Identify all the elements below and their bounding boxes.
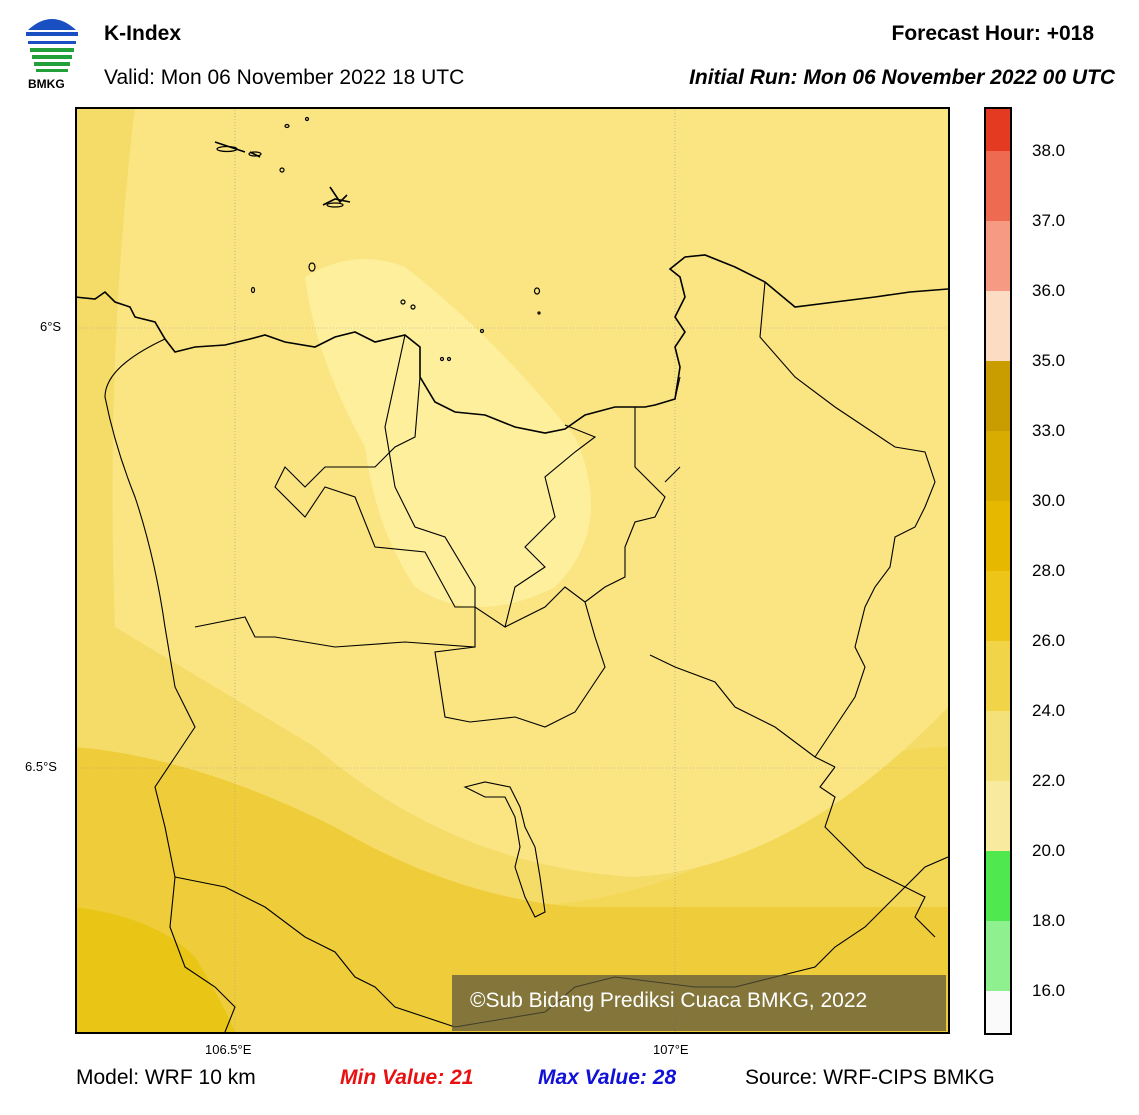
cb-swatch-9 [986, 641, 1010, 711]
max-value: Max Value: 28 [538, 1066, 677, 1089]
lat-label-65s: 6.5°S [25, 759, 57, 774]
cb-swatch-4 [986, 291, 1010, 361]
cb-label-22: 22.0 [1032, 771, 1066, 790]
cb-label-33: 33.0 [1032, 421, 1066, 440]
cb-swatch-1 [986, 109, 1010, 151]
cb-label-35: 35.0 [1032, 351, 1066, 370]
credit-box: ©Sub Bidang Prediksi Cuaca BMKG, 2022 [452, 975, 946, 1031]
cb-swatch-2 [986, 151, 1010, 221]
cb-swatch-10 [986, 711, 1010, 781]
cb-swatch-8 [986, 571, 1010, 641]
logo-text: BMKG [28, 77, 65, 91]
forecast-hour: Forecast Hour: +018 [891, 22, 1095, 45]
cb-swatch-3 [986, 221, 1010, 291]
cb-swatch-13 [986, 921, 1010, 991]
cb-swatch-12 [986, 851, 1010, 921]
cb-label-16: 16.0 [1032, 981, 1066, 1000]
cb-label-24: 24.0 [1032, 701, 1066, 720]
cb-swatch-14 [986, 991, 1010, 1033]
islands [216, 116, 541, 362]
cb-label-26: 26.0 [1032, 631, 1066, 650]
cb-label-36: 36.0 [1032, 281, 1066, 300]
lon-label-107e: 107°E [653, 1042, 689, 1057]
cb-label-37: 37.0 [1032, 211, 1066, 230]
cb-label-30: 30.0 [1032, 491, 1066, 510]
fill-darker [75, 747, 948, 1032]
initial-run: Initial Run: Mon 06 November 2022 00 UTC [689, 66, 1115, 89]
bmkg-logo [22, 12, 82, 76]
colorbar [984, 107, 1012, 1035]
cb-label-38: 38.0 [1032, 141, 1066, 160]
cb-swatch-7 [986, 501, 1010, 571]
map-panel: ©Sub Bidang Prediksi Cuaca BMKG, 2022 [74, 107, 950, 1034]
cb-label-20: 20.0 [1032, 841, 1066, 860]
min-value: Min Value: 21 [340, 1066, 474, 1089]
cb-swatch-5 [986, 361, 1010, 431]
valid-time: Valid: Mon 06 November 2022 18 UTC [104, 66, 465, 89]
map-svg [74, 107, 949, 1033]
source-text: Source: WRF-CIPS BMKG [745, 1066, 995, 1089]
cb-label-28: 28.0 [1032, 561, 1066, 580]
fill-lightest [305, 259, 591, 607]
fill-darkest [75, 907, 235, 1032]
model-text: Model: WRF 10 km [76, 1066, 256, 1089]
map-frame [75, 107, 950, 1034]
chart-title: K-Index [104, 22, 182, 45]
lat-label-6s: 6°S [40, 319, 62, 334]
cb-label-18: 18.0 [1032, 911, 1066, 930]
lon-label-1065e: 106.5°E [205, 1042, 252, 1057]
cb-swatch-6 [986, 431, 1010, 501]
cb-swatch-11 [986, 781, 1010, 851]
